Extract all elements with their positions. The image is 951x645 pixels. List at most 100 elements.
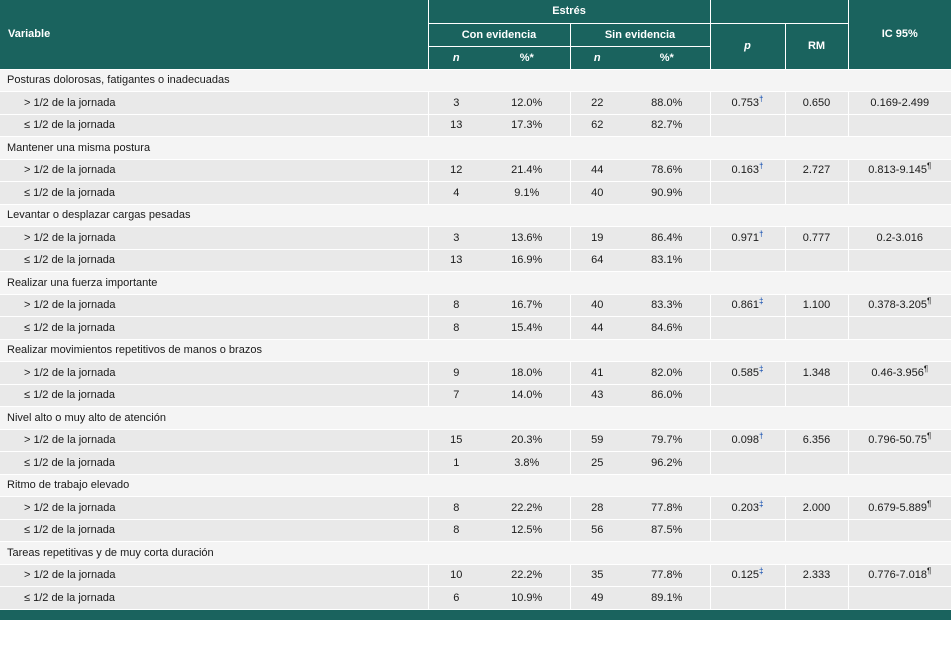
cell-n-sin-evidencia: 43 xyxy=(569,384,624,407)
page: Variable Estrés IC 95% Con evidencia Sin… xyxy=(0,0,951,620)
cell-p-value xyxy=(709,519,786,542)
group-label: Levantar o desplazar cargas pesadas xyxy=(0,204,951,227)
data-row: > 1/2 de la jornada 3 12.0% 22 88.0% 0.753† 0.… xyxy=(0,91,951,115)
cell-n-con-evidencia: 3 xyxy=(427,91,484,115)
cell-ic95: 0.2-3.016 xyxy=(847,226,951,250)
cell-n-con-evidencia: 3 xyxy=(427,226,484,250)
data-row: > 1/2 de la jornada 10 22.2% 35 77.8% 0.125‡ 2… xyxy=(0,564,951,587)
cell-rm xyxy=(784,451,849,475)
data-row: > 1/2 de la jornada 8 16.7% 40 83.3% 0.861‡ 1.… xyxy=(0,294,951,317)
col-header-pct-sin: %* xyxy=(624,46,711,70)
header-row-3: n %* n %* xyxy=(0,46,951,70)
col-header-rm: RM xyxy=(784,23,849,70)
group-label: Nivel alto o muy alto de atención xyxy=(0,406,951,430)
cell-ic95: 0.679-5.889¶ xyxy=(847,496,951,520)
group-row: Levantar o desplazar cargas pesadas xyxy=(0,204,951,227)
footnote-marker[interactable]: † xyxy=(759,94,764,104)
cell-n-sin-evidencia: 40 xyxy=(569,294,624,317)
cell-n-con-evidencia: 8 xyxy=(427,294,484,317)
p-value: 0.971 xyxy=(731,231,760,244)
ic95-value: 0.679-5.889 xyxy=(868,501,927,514)
cell-ic95 xyxy=(847,114,951,137)
cell-p-value: 0.125‡ xyxy=(709,564,786,587)
cell-n-sin-evidencia: 56 xyxy=(569,519,624,542)
cell-n-sin-evidencia: 62 xyxy=(569,114,624,137)
cell-pct-sin-evidencia: 78.6% xyxy=(624,159,711,182)
cell-rm xyxy=(784,114,849,137)
col-header-p: p xyxy=(709,23,786,70)
cell-rm: 2.000 xyxy=(784,496,849,520)
cell-rm xyxy=(784,181,849,205)
col-header-pct-con: %* xyxy=(484,46,570,70)
cell-p-value xyxy=(709,384,786,407)
row-label: > 1/2 de la jornada xyxy=(0,361,428,385)
cell-p-value xyxy=(709,249,786,272)
row-label: ≤ 1/2 de la jornada xyxy=(0,451,428,475)
cell-rm xyxy=(784,249,849,272)
cell-rm xyxy=(784,384,849,407)
data-row: ≤ 1/2 de la jornada 1 3.8% 25 96.2% xyxy=(0,451,951,475)
group-label: Tareas repetitivas y de muy corta duraci… xyxy=(0,541,951,565)
footnote-marker: ¶ xyxy=(926,566,932,576)
cell-n-sin-evidencia: 25 xyxy=(569,451,624,475)
cell-pct-con-evidencia: 20.3% xyxy=(484,429,570,452)
footnote-marker[interactable]: ‡ xyxy=(759,499,764,509)
cell-pct-con-evidencia: 22.2% xyxy=(484,496,570,520)
cell-pct-con-evidencia: 16.7% xyxy=(484,294,570,317)
footnote-marker[interactable]: ‡ xyxy=(759,566,764,576)
cell-ic95: 0.378-3.205¶ xyxy=(847,294,951,317)
cell-p-value xyxy=(709,316,786,340)
col-header-sin-evidencia: Sin evidencia xyxy=(569,23,711,47)
p-value: 0.861 xyxy=(731,299,760,312)
group-row: Realizar una fuerza importante xyxy=(0,271,951,295)
data-row: ≤ 1/2 de la jornada 13 17.3% 62 82.7% xyxy=(0,114,951,137)
group-row: Mantener una misma postura xyxy=(0,136,951,160)
cell-pct-sin-evidencia: 87.5% xyxy=(624,519,711,542)
data-row: ≤ 1/2 de la jornada 8 12.5% 56 87.5% xyxy=(0,519,951,542)
footnote-marker[interactable]: † xyxy=(759,431,764,441)
group-label: Realizar movimientos repetitivos de mano… xyxy=(0,339,951,362)
ic95-value: 0.796-50.75 xyxy=(868,434,927,447)
data-row: > 1/2 de la jornada 3 13.6% 19 86.4% 0.971† 0.… xyxy=(0,226,951,250)
cell-n-sin-evidencia: 64 xyxy=(569,249,624,272)
footnote-marker[interactable]: † xyxy=(759,229,764,239)
cell-pct-sin-evidencia: 77.8% xyxy=(624,496,711,520)
ic95-value: 0.776-7.018 xyxy=(868,569,927,582)
cell-pct-sin-evidencia: 82.0% xyxy=(624,361,711,385)
cell-n-con-evidencia: 1 xyxy=(427,451,484,475)
footnote-marker[interactable]: † xyxy=(759,161,764,171)
ic95-value: 0.813-9.145 xyxy=(868,164,927,177)
table-body: Posturas dolorosas, fatigantes o inadecu… xyxy=(0,69,951,610)
cell-p-value xyxy=(709,114,786,137)
cell-ic95 xyxy=(847,181,951,205)
cell-n-con-evidencia: 4 xyxy=(427,181,484,205)
cell-p-value: 0.585‡ xyxy=(709,361,786,385)
cell-pct-con-evidencia: 15.4% xyxy=(484,316,570,340)
cell-ic95: 0.796-50.75¶ xyxy=(847,429,951,452)
cell-rm: 1.100 xyxy=(784,294,849,317)
cell-p-value xyxy=(709,181,786,205)
cell-n-con-evidencia: 8 xyxy=(427,316,484,340)
cell-n-con-evidencia: 8 xyxy=(427,519,484,542)
group-label: Realizar una fuerza importante xyxy=(0,271,951,295)
cell-rm xyxy=(784,519,849,542)
col-header-ic95: IC 95% xyxy=(847,0,951,70)
row-label: ≤ 1/2 de la jornada xyxy=(0,249,428,272)
cell-pct-con-evidencia: 10.9% xyxy=(484,586,570,610)
cell-pct-sin-evidencia: 88.0% xyxy=(624,91,711,115)
cell-pct-sin-evidencia: 86.4% xyxy=(624,226,711,250)
col-header-variable: Variable xyxy=(0,0,428,70)
cell-n-sin-evidencia: 35 xyxy=(569,564,624,587)
cell-ic95 xyxy=(847,586,951,610)
data-row: ≤ 1/2 de la jornada 6 10.9% 49 89.1% xyxy=(0,586,951,610)
cell-p-value: 0.861‡ xyxy=(709,294,786,317)
footnote-marker[interactable]: ‡ xyxy=(759,364,764,374)
table-header: Variable Estrés IC 95% Con evidencia Sin… xyxy=(0,0,951,70)
data-row: > 1/2 de la jornada 12 21.4% 44 78.6% 0.163† 2… xyxy=(0,159,951,182)
cell-pct-con-evidencia: 21.4% xyxy=(484,159,570,182)
cell-n-sin-evidencia: 22 xyxy=(569,91,624,115)
cell-pct-sin-evidencia: 82.7% xyxy=(624,114,711,137)
cell-n-con-evidencia: 6 xyxy=(427,586,484,610)
footnote-marker[interactable]: ‡ xyxy=(759,296,764,306)
cell-ic95 xyxy=(847,519,951,542)
